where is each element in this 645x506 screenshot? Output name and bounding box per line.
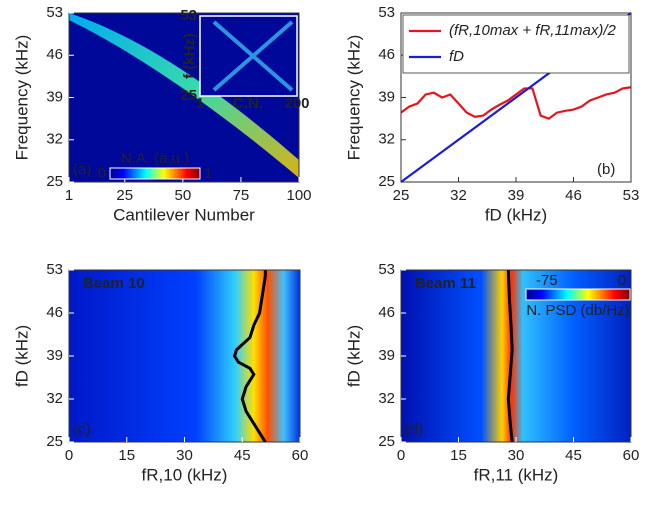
x-tick-label: 46: [565, 187, 582, 204]
inset-y-tick-label: 53: [180, 7, 197, 24]
x-tick-label: 15: [450, 447, 467, 464]
x-tick-label: 32: [450, 187, 467, 204]
x-tick-label: 0: [397, 447, 405, 464]
colorbar-tick-label: 0: [98, 165, 106, 182]
x-tick-label: 50: [174, 187, 191, 204]
colorbar-tick-label: 0: [618, 272, 626, 289]
y-tick-label: 25: [46, 433, 63, 450]
y-tick-label: 46: [378, 304, 395, 321]
colorbar-label: N.A. (a.u.): [121, 150, 189, 167]
inset-x-label: C.N.: [233, 95, 263, 112]
y-axis-label: fD (kHz): [12, 325, 31, 387]
x-tick-label: 100: [286, 187, 311, 204]
y-tick-label: 46: [378, 46, 395, 63]
x-tick-label: 1: [65, 187, 73, 204]
x-tick-label: 39: [508, 187, 525, 204]
y-tick-label: 32: [378, 390, 395, 407]
heatmap-bg: [69, 270, 300, 442]
legend-box: [402, 14, 630, 74]
x-axis-label: fR,11 (kHz): [474, 465, 559, 484]
data-line: [232, 270, 267, 443]
inset: [199, 15, 298, 97]
panel-label: (b): [597, 161, 615, 178]
data-line: [400, 86, 632, 120]
panel-title: Beam 10: [83, 275, 145, 292]
y-axis-label: Frequency (kHz): [12, 35, 31, 161]
panel-title: Beam 11: [415, 275, 476, 292]
inset-pattern: [212, 20, 294, 92]
colorbar: [109, 167, 201, 180]
y-tick-label: 32: [46, 390, 63, 407]
x-tick-label: 30: [176, 447, 193, 464]
x-axis-label: Cantilever Number: [113, 205, 255, 224]
inset-y-tick-label: 25: [180, 87, 197, 104]
x-tick-label: 0: [65, 447, 73, 464]
x-tick-label: 53: [623, 187, 640, 204]
y-tick-label: 39: [46, 347, 63, 364]
y-tick-label: 32: [46, 131, 63, 148]
heatmap-band: [69, 13, 299, 178]
y-tick-label: 39: [46, 88, 63, 105]
y-tick-label: 39: [378, 347, 395, 364]
x-axis-label: fR,10 (kHz): [142, 465, 228, 484]
y-tick-label: 53: [378, 261, 395, 278]
y-tick-label: 46: [46, 46, 63, 63]
y-tick-label: 53: [46, 261, 63, 278]
colorbar: [525, 288, 631, 301]
x-tick-label: 45: [565, 447, 582, 464]
y-tick-label: 53: [46, 4, 63, 21]
panel-label: (a): [73, 161, 91, 178]
inset-x-tick-label: 1: [196, 95, 204, 112]
panel-label: (c): [73, 421, 91, 438]
x-tick-label: 15: [118, 447, 135, 464]
y-tick-label: 25: [378, 433, 395, 450]
colorbar-tick-label: -75: [536, 272, 558, 289]
x-tick-label: 60: [292, 447, 309, 464]
y-tick-label: 39: [378, 88, 395, 105]
x-tick-label: 30: [508, 447, 525, 464]
y-tick-label: 53: [378, 4, 395, 21]
legend-label: (fR,10max + fR,11max)/2: [449, 22, 617, 39]
y-tick-label: 25: [46, 173, 63, 190]
x-tick-label: 75: [233, 187, 250, 204]
y-tick-label: 32: [378, 131, 395, 148]
inset-x-tick-label: 200: [284, 95, 309, 112]
inset-y-label: f (kHz): [181, 33, 198, 79]
y-tick-label: 25: [378, 173, 395, 190]
x-tick-label: 60: [623, 447, 640, 464]
y-axis-label: Frequency (kHz): [344, 35, 363, 161]
y-axis-label: fD (kHz): [344, 325, 363, 387]
colorbar-label: N. PSD (db/Hz): [526, 302, 629, 319]
x-tick-label: 45: [234, 447, 251, 464]
x-axis-label: fD (kHz): [485, 205, 547, 224]
panel-label: (d): [405, 421, 423, 438]
data-line: [506, 269, 514, 443]
y-tick-label: 46: [46, 304, 63, 321]
colorbar-tick-label: 1: [204, 165, 212, 182]
legend-label: fD: [449, 48, 464, 65]
x-tick-label: 25: [393, 187, 410, 204]
x-tick-label: 25: [116, 187, 133, 204]
